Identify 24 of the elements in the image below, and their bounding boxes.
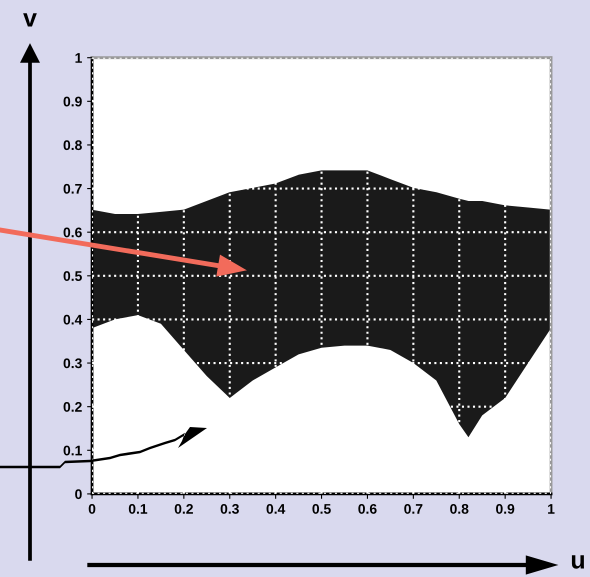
y-tick-label: 0.3 xyxy=(64,358,82,368)
y-tick-label: 0.4 xyxy=(64,314,82,325)
y-tick-label: 1 xyxy=(75,53,82,63)
x-tick-label: 0.2 xyxy=(174,504,193,514)
y-tick-label: 0.9 xyxy=(64,96,82,106)
x-tick-label: 0.7 xyxy=(404,504,422,514)
y-tick-label: 0.1 xyxy=(64,446,82,456)
y-tick-label: 0.7 xyxy=(64,184,82,194)
y-tick-label: 0.6 xyxy=(64,228,82,238)
y-tick-label: 0.2 xyxy=(64,402,82,412)
x-tick-label: 0.6 xyxy=(358,504,377,514)
x-tick-label: 0.9 xyxy=(496,504,514,514)
x-tick-label: 0.3 xyxy=(220,504,239,514)
x-tick-label: 0.1 xyxy=(128,504,148,514)
y-axis-title: v xyxy=(23,13,37,26)
y-tick-label: 0 xyxy=(75,489,82,500)
x-tick-label: 0.5 xyxy=(312,504,331,514)
x-tick-label: 0 xyxy=(88,504,96,514)
x-tick-label: 1 xyxy=(548,504,555,514)
y-tick-label: 0.5 xyxy=(64,271,82,281)
y-tick-label: 0.8 xyxy=(64,140,82,150)
x-axis-title: u xyxy=(572,555,584,569)
x-tick-label: 0.8 xyxy=(450,504,468,514)
x-tick-label: 0.4 xyxy=(266,504,286,514)
